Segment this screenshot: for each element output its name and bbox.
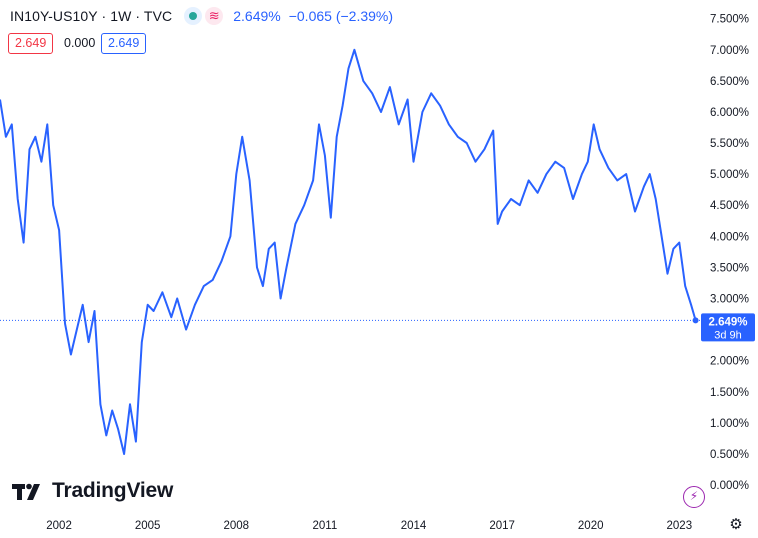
x-tick-label: 2008 (223, 520, 249, 532)
eye-dot-icon[interactable] (184, 7, 203, 25)
x-tick-label: 2014 (401, 520, 427, 532)
y-tick-label: 7.000% (710, 45, 749, 57)
series-line (0, 48, 697, 455)
wave-icon[interactable]: ≋ (205, 7, 224, 25)
y-tick-label: 6.000% (710, 107, 749, 119)
x-tick-label: 2011 (313, 520, 338, 532)
brand-name: TradingView (52, 479, 174, 502)
symbol-title[interactable]: IN10Y-US10Y · 1W · TVC (10, 8, 173, 24)
countdown-text: 3d 9h (714, 329, 742, 341)
y-tick-label: 7.500% (710, 14, 749, 26)
y-tick-label: 4.500% (710, 200, 749, 212)
y-tick-label: 2.000% (710, 356, 749, 368)
last-price-label-bg (701, 313, 755, 342)
series-group (0, 48, 699, 455)
y-tick-label: 1.000% (710, 418, 749, 430)
x-tick-label: 2020 (578, 520, 604, 532)
price-axis[interactable]: 0.000%0.500%1.000%1.500%2.000%2.500%3.00… (710, 14, 749, 492)
y-tick-label: 0.500% (710, 449, 749, 461)
time-axis[interactable]: 2002 2005 2008 2011 2014 2017 2020 2023 (46, 520, 692, 532)
header-price: 2.649% (233, 8, 281, 24)
gear-icon[interactable]: ⚙ (729, 516, 743, 533)
last-price-value: 2.649% (708, 316, 747, 328)
last-price-label: 2.649% 3d 9h (701, 313, 755, 342)
y-tick-label: 1.500% (710, 387, 749, 399)
tradingview-mark-icon (12, 483, 40, 500)
x-tick-label: 2005 (135, 520, 161, 532)
last-point-marker (692, 317, 699, 324)
y-tick-label: 3.000% (710, 294, 749, 306)
y-tick-label: 0.000% (710, 480, 749, 492)
spread-value: 0.000 (64, 36, 96, 50)
x-tick-label: 2002 (46, 520, 72, 532)
green-dot-icon (189, 12, 198, 20)
x-tick-label: 2017 (489, 520, 515, 532)
header-change: −0.065 (−2.39%) (288, 8, 394, 24)
y-tick-label: 3.500% (710, 262, 749, 274)
bid-price-box[interactable]: 2.649 (8, 33, 54, 54)
x-tick-label: 2023 (667, 520, 693, 532)
y-tick-label: 5.000% (710, 169, 749, 181)
tradingview-logo[interactable]: TradingView (12, 479, 173, 503)
chart-header: IN10Y-US10Y · 1W · TVC ≋ 2.649% −0.065 (… (10, 6, 393, 26)
y-tick-label: 5.500% (710, 138, 749, 150)
status-icons: ≋ (184, 7, 224, 25)
y-tick-label: 4.000% (710, 231, 749, 243)
lightning-icon[interactable]: ⚡ (683, 486, 705, 508)
y-tick-label: 6.500% (710, 76, 749, 88)
ask-price-box[interactable]: 2.649 (101, 33, 147, 54)
